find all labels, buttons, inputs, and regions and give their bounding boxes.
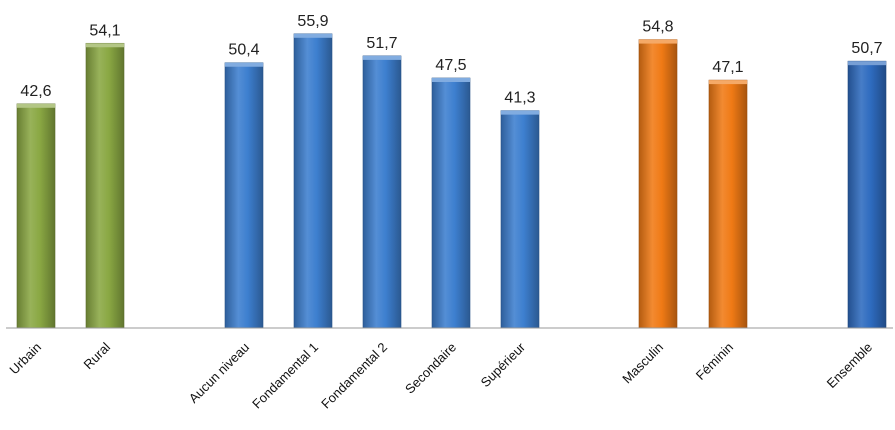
bar-fondamental-1 [293, 33, 333, 329]
value-label-masculin: 54,8 [642, 19, 673, 36]
category-label-fondamental-2: Fondamental 2 [318, 340, 390, 412]
bar-fondamental-2 [362, 55, 402, 329]
value-label-fondamental-1: 55,9 [297, 13, 328, 30]
bar-cap-fondamental-1 [294, 33, 332, 38]
category-label-secondaire: Secondaire [402, 340, 459, 397]
value-label-feminin: 47,1 [712, 59, 743, 76]
bar-masculin [638, 39, 678, 329]
value-label-fondamental-2: 51,7 [366, 35, 397, 52]
category-label-fondamental-1: Fondamental 1 [249, 340, 321, 412]
bar-cap-masculin [639, 39, 677, 44]
category-label-aucun-niveau: Aucun niveau [186, 340, 252, 406]
bar-secondaire [431, 77, 471, 329]
bar-ensemble [847, 60, 887, 329]
bar-cap-aucun-niveau [225, 62, 263, 67]
bar-cap-feminin [709, 80, 747, 85]
bar-cap-fondamental-2 [363, 55, 401, 60]
value-label-superieur: 41,3 [504, 90, 535, 107]
value-label-urbain: 42,6 [20, 83, 51, 100]
bar-cap-urbain [17, 103, 55, 108]
bar-cap-secondaire [432, 78, 470, 82]
category-label-urbain: Urbain [6, 340, 44, 378]
category-label-ensemble: Ensemble [824, 340, 875, 391]
category-label-rural: Rural [81, 339, 114, 372]
value-label-rural: 54,1 [89, 22, 120, 39]
category-label-masculin: Masculin [619, 340, 666, 387]
category-label-feminin: Féminin [693, 340, 736, 383]
value-labels-group: 42,6 54,1 50,4 55,9 51,7 47,5 41,3 54,8 47,1 50,7 [20, 13, 882, 107]
bar-superieur [500, 110, 540, 329]
value-label-aucun-niveau: 50,4 [228, 42, 259, 59]
value-label-secondaire: 47,5 [435, 57, 466, 74]
bar-feminin [708, 79, 748, 329]
bar-cap-ensemble [848, 61, 886, 66]
bar-cap-rural [86, 43, 124, 48]
bar-cap-superieur [501, 110, 539, 115]
bar-rural [85, 42, 125, 329]
value-label-ensemble: 50,7 [851, 40, 882, 57]
category-label-superieur: Supérieur [478, 339, 529, 390]
bar-aucun-niveau [224, 62, 264, 329]
bars-group [16, 33, 887, 329]
bar-urbain [16, 103, 56, 329]
